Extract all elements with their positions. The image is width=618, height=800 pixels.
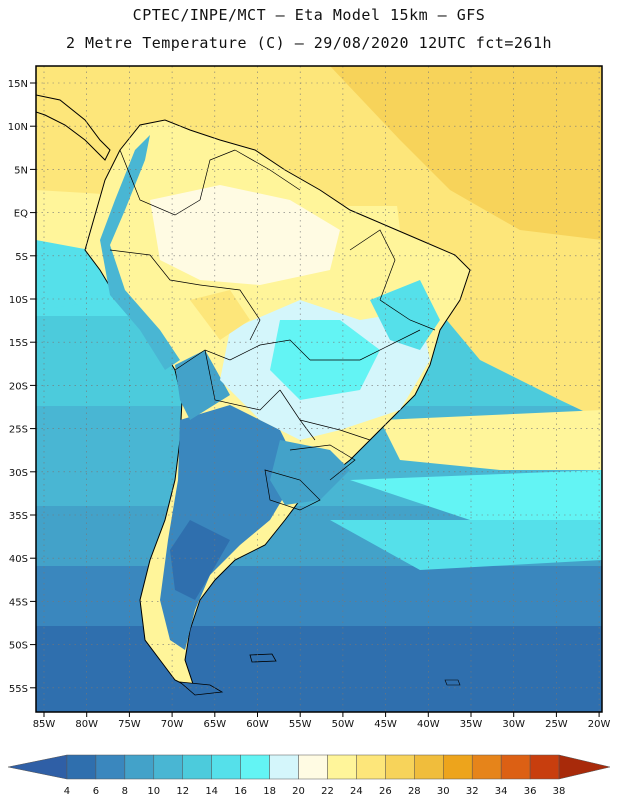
legend-arrow-low (7, 754, 68, 780)
legend-value: 8 (122, 786, 128, 797)
map-frame (35, 65, 603, 713)
lon-label: 40W (417, 719, 440, 730)
legend-value: 14 (205, 786, 218, 797)
legend-value: 10 (147, 786, 160, 797)
lat-label: 5S (15, 252, 28, 263)
legend-swatch (95, 754, 126, 780)
legend-value: 32 (466, 786, 479, 797)
lon-label: 45W (374, 719, 397, 730)
lat-label: 10N (8, 122, 28, 133)
legend-value: 22 (321, 786, 334, 797)
lon-label: 55W (289, 719, 312, 730)
lat-label: 5N (14, 165, 28, 176)
legend-swatch (298, 754, 328, 780)
lat-label: 30S (9, 468, 28, 479)
lat-label: 40S (9, 554, 28, 565)
legend-swatch (124, 754, 155, 780)
legend-swatch (182, 754, 212, 780)
legend-swatch (385, 754, 415, 780)
lat-label: 50S (9, 641, 28, 652)
lon-label: 75W (118, 719, 141, 730)
legend-value: 30 (437, 786, 450, 797)
lat-label: 25S (9, 425, 28, 436)
lon-label: 70W (161, 719, 184, 730)
lon-label: 50W (332, 719, 355, 730)
legend-swatch (269, 754, 299, 780)
map-title: CPTEC/INPE/MCT – Eta Model 15km – GFS (132, 6, 486, 24)
legend-swatch (471, 754, 502, 780)
map-field (36, 66, 602, 712)
legend-value: 12 (176, 786, 189, 797)
lon-label: 60W (246, 719, 269, 730)
longitude-labels: 85W 80W 75W 70W 65W 60W 55W 50W 45W 40W 35W 30W 25W 2… (33, 712, 611, 730)
legend-swatch (443, 754, 473, 780)
legend-swatch (500, 754, 531, 780)
legend-value: 16 (234, 786, 247, 797)
lat-label: 55S (9, 684, 28, 695)
legend-arrow-high (558, 754, 611, 780)
lat-lon-grid (36, 66, 602, 712)
lon-label: 85W (33, 719, 56, 730)
legend-swatch (356, 754, 386, 780)
legend-swatch (529, 754, 560, 780)
lon-label: 80W (75, 719, 98, 730)
lon-label: 25W (545, 719, 568, 730)
legend-swatch (414, 754, 444, 780)
legend-value: 24 (350, 786, 363, 797)
legend-swatch (327, 754, 357, 780)
legend-value: 36 (524, 786, 537, 797)
legend-swatch (240, 754, 270, 780)
country-borders (109, 149, 436, 511)
map-subtitle: 2 Metre Temperature (C) – 29/08/2020 12U… (65, 34, 553, 52)
lat-label: 15N (8, 79, 28, 90)
legend-value: 4 (64, 786, 70, 797)
legend-swatch (66, 754, 97, 780)
lat-label: 45S (9, 597, 28, 608)
legend-value: 6 (93, 786, 99, 797)
legend-labels: 4 6 8 10 12 14 16 18 20 22 24 26 28 30 32 34 36 38 (64, 786, 566, 797)
lon-label: 35W (460, 719, 483, 730)
lat-label: EQ (14, 209, 28, 220)
latitude-labels: 15N 10N 5N EQ 5S 10S 15S 20S 25S 30S 35S 40S 45S 50S 5… (8, 79, 36, 695)
legend-value: 34 (495, 786, 508, 797)
legend-value: 28 (408, 786, 421, 797)
legend-value: 20 (292, 786, 305, 797)
legend-value: 18 (263, 786, 276, 797)
legend-value: 26 (379, 786, 392, 797)
lon-label: 65W (203, 719, 226, 730)
legend-swatch (153, 754, 183, 780)
lon-label: 20W (588, 719, 611, 730)
lat-label: 20S (9, 381, 28, 392)
lat-label: 10S (9, 295, 28, 306)
lon-label: 30W (502, 719, 525, 730)
lat-label: 35S (9, 511, 28, 522)
legend-value: 38 (553, 786, 566, 797)
legend-swatch (211, 754, 241, 780)
lat-label: 15S (9, 338, 28, 349)
color-legend (7, 754, 611, 780)
